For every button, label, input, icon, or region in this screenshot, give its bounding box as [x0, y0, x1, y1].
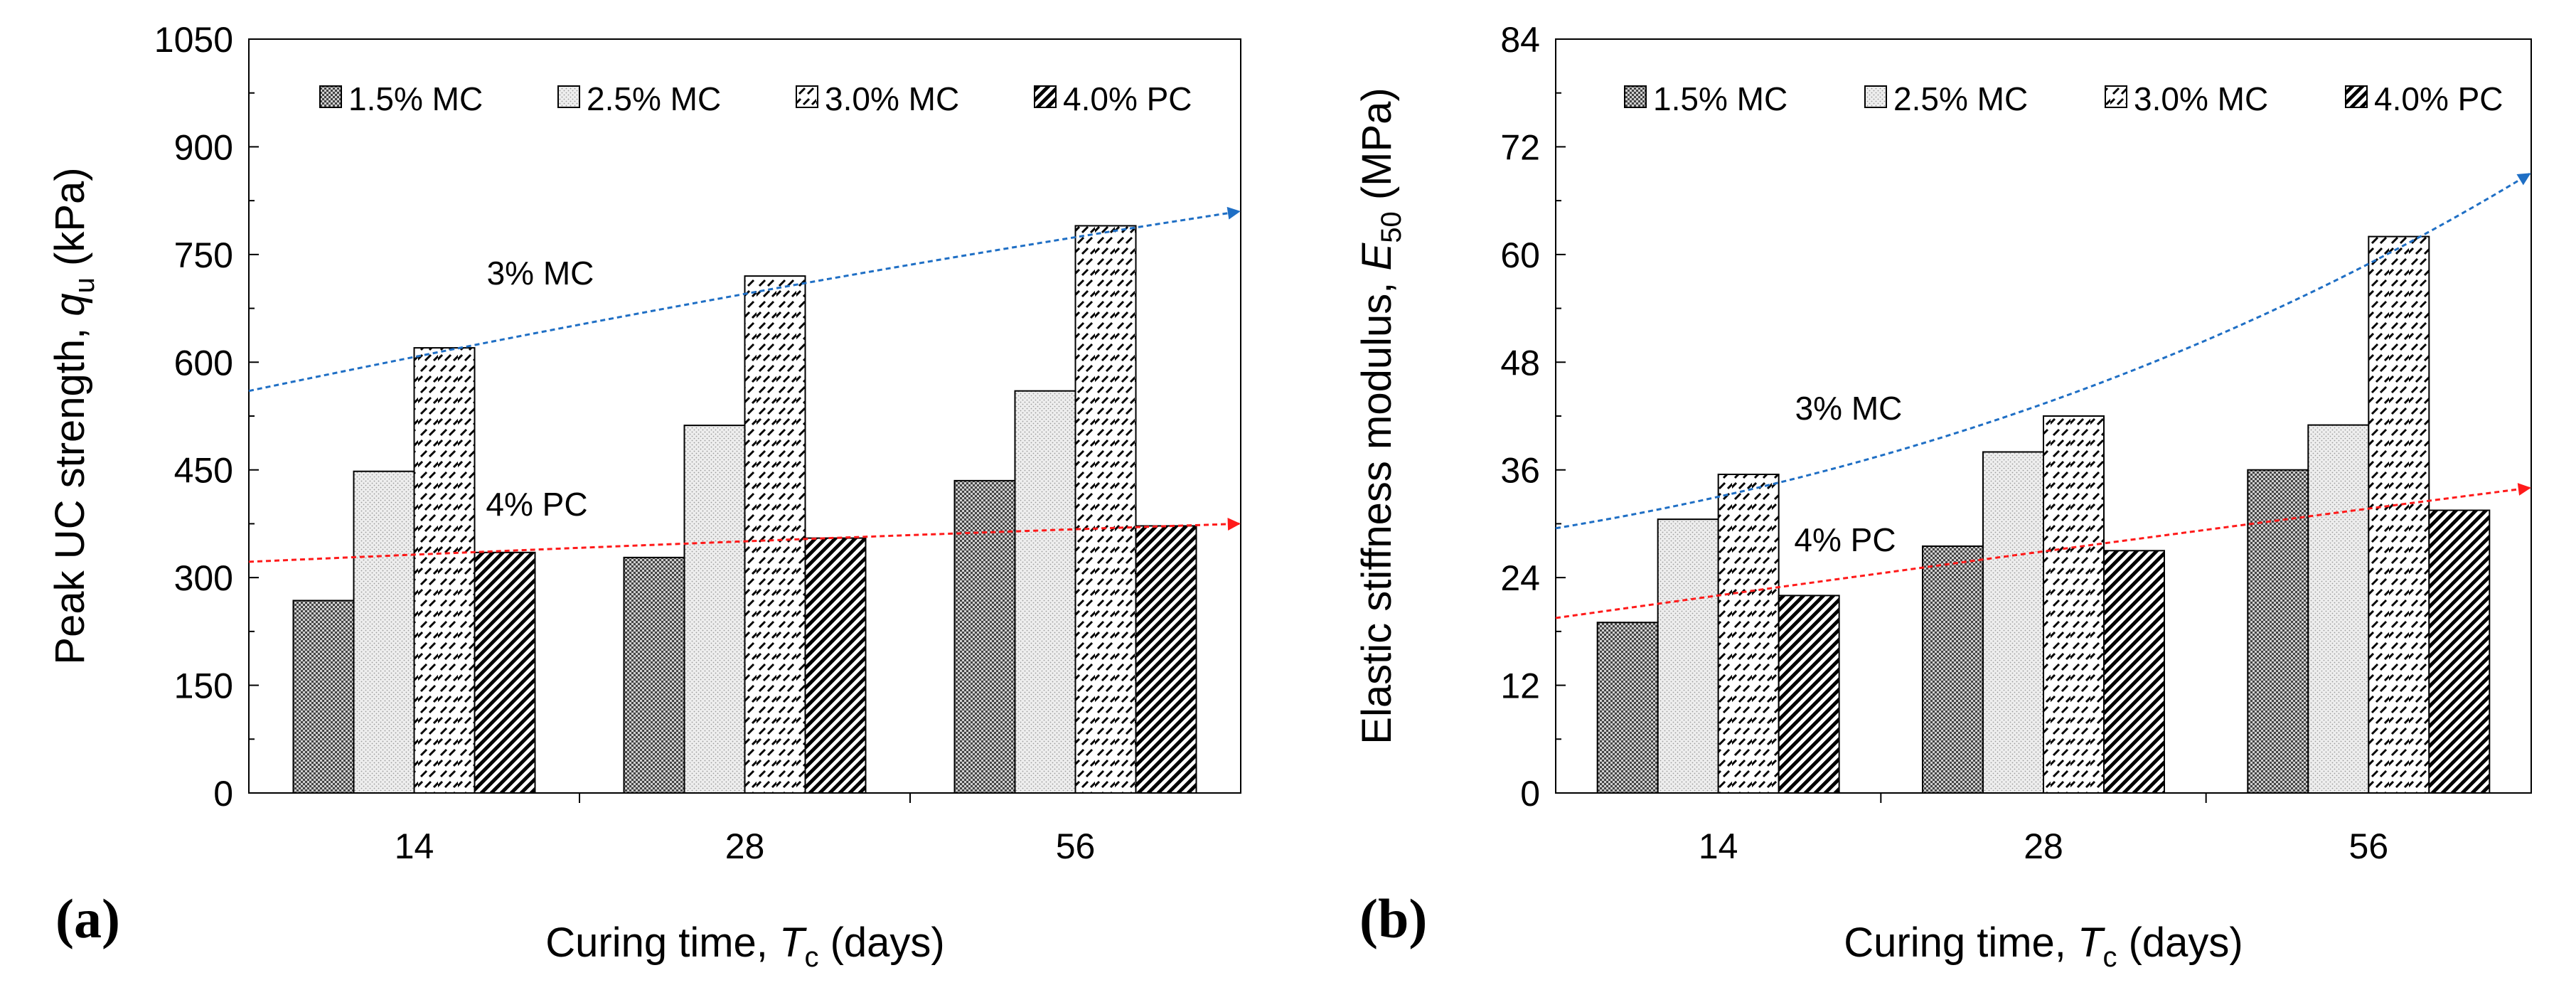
legend-label-2-5-mc: 2.5% MC: [1893, 80, 2028, 117]
legend-label-1-5-mc: 1.5% MC: [1653, 80, 1787, 117]
bar-3-0-mc-day-56: [2368, 235, 2430, 794]
legend-swatch-4-0-pc: [2345, 85, 2368, 108]
legend-label-3-0-mc: 3.0% MC: [2134, 80, 2268, 117]
bar-3-0-mc-day-14: [1717, 474, 1780, 794]
bar-1-5-mc-day-28: [623, 556, 685, 794]
y-tick-label: 300: [174, 558, 233, 598]
bar-1-5-mc-day-14: [292, 600, 355, 794]
x-axis-label: Curing time, Tc (days): [545, 920, 944, 973]
trend-arrow-3-mc: [248, 206, 1241, 393]
y-tick-label: 72: [1500, 127, 1540, 167]
x-tick-label: 56: [2349, 826, 2389, 866]
x-tick-label: 56: [1056, 826, 1096, 866]
legend-swatch-1-5-mc: [319, 85, 342, 108]
y-tick-label: 0: [213, 774, 233, 814]
bar-2-5-mc-day-28: [683, 425, 746, 794]
trend-arrow-4-pc: [248, 517, 1241, 563]
trend-label-3-mc: 3% MC: [487, 255, 594, 292]
legend-swatch-2-5-mc: [1864, 85, 1887, 108]
y-tick-label: 450: [174, 451, 233, 491]
bar-3-0-mc-day-28: [2043, 415, 2105, 794]
trend-arrow-3-mc: [1555, 173, 2531, 530]
y-tick-label: 60: [1500, 235, 1540, 275]
bar-3-0-mc-day-14: [413, 347, 476, 794]
legend-label-4-0-pc: 4.0% PC: [2374, 80, 2503, 117]
bar-4-0-pc-day-28: [804, 537, 867, 794]
bar-4-0-pc-day-14: [474, 551, 536, 794]
y-tick-label: 900: [174, 127, 233, 167]
trend-label-3-mc: 3% MC: [1795, 390, 1903, 427]
trend-label-4-pc: 4% PC: [1794, 521, 1896, 558]
x-tick-label: 14: [1699, 826, 1738, 866]
y-tick-label: 24: [1500, 558, 1540, 598]
bar-4-0-pc-day-28: [2103, 550, 2165, 794]
panel-label: (a): [55, 888, 120, 949]
legend-label-1-5-mc: 1.5% MC: [348, 80, 483, 117]
x-axis-label: Curing time, Tc (days): [1844, 920, 2243, 973]
legend-swatch-2-5-mc: [557, 85, 580, 108]
panel-b-chart: 0 12 24 36 48 60 72 84 14 28 56 1.5% MC 2.5% MC 3.0% …: [1354, 20, 2532, 973]
bar-3-0-mc-day-28: [744, 275, 806, 794]
panel-a-chart: 0 150 300 450 600 750 900 1050 14 28 56 1.5% MC 2.5%…: [47, 20, 1241, 973]
bar-2-5-mc-day-14: [353, 470, 415, 794]
x-tick-label: 28: [2024, 826, 2063, 866]
trend-arrow-4-pc: [1555, 483, 2531, 619]
y-tick-label: 150: [174, 666, 233, 706]
y-tick-label: 84: [1500, 20, 1540, 60]
bar-1-5-mc-day-56: [2247, 469, 2309, 794]
y-tick-label: 12: [1500, 666, 1540, 706]
bar-4-0-pc-day-14: [1778, 595, 1840, 794]
bar-2-5-mc-day-14: [1657, 518, 1719, 794]
legend-label-4-0-pc: 4.0% PC: [1063, 80, 1192, 117]
legend-swatch-4-0-pc: [1034, 85, 1057, 108]
panel-label: (b): [1359, 888, 1427, 949]
bar-1-5-mc-day-14: [1596, 622, 1659, 794]
bar-3-0-mc-day-56: [1074, 225, 1137, 794]
legend-swatch-3-0-mc: [796, 85, 818, 108]
y-tick-label: 48: [1500, 343, 1540, 383]
y-axis-label: Peak UC strength, qu (kPa): [47, 167, 100, 664]
x-tick-label: 14: [395, 826, 434, 866]
x-tick-label: 28: [725, 826, 765, 866]
bar-1-5-mc-day-56: [953, 479, 1016, 794]
trend-label-4-pc: 4% PC: [486, 486, 587, 523]
legend-label-2-5-mc: 2.5% MC: [587, 80, 721, 117]
bar-2-5-mc-day-28: [1982, 451, 2044, 794]
legend-swatch-3-0-mc: [2105, 85, 2127, 108]
bar-1-5-mc-day-28: [1922, 545, 1984, 794]
legend-swatch-1-5-mc: [1624, 85, 1647, 108]
y-tick-label: 1050: [154, 20, 233, 60]
bar-2-5-mc-day-56: [1014, 390, 1076, 794]
y-tick-label: 0: [1520, 774, 1540, 814]
y-tick-label: 600: [174, 343, 233, 383]
legend-label-3-0-mc: 3.0% MC: [825, 80, 959, 117]
y-tick-label: 36: [1500, 451, 1540, 491]
y-axis-label: Elastic stiffness modulus, E50 (MPa): [1354, 87, 1407, 744]
y-tick-label: 750: [174, 235, 233, 275]
bar-4-0-pc-day-56: [2428, 509, 2491, 794]
bar-2-5-mc-day-56: [2307, 424, 2370, 794]
bar-4-0-pc-day-56: [1135, 525, 1197, 794]
